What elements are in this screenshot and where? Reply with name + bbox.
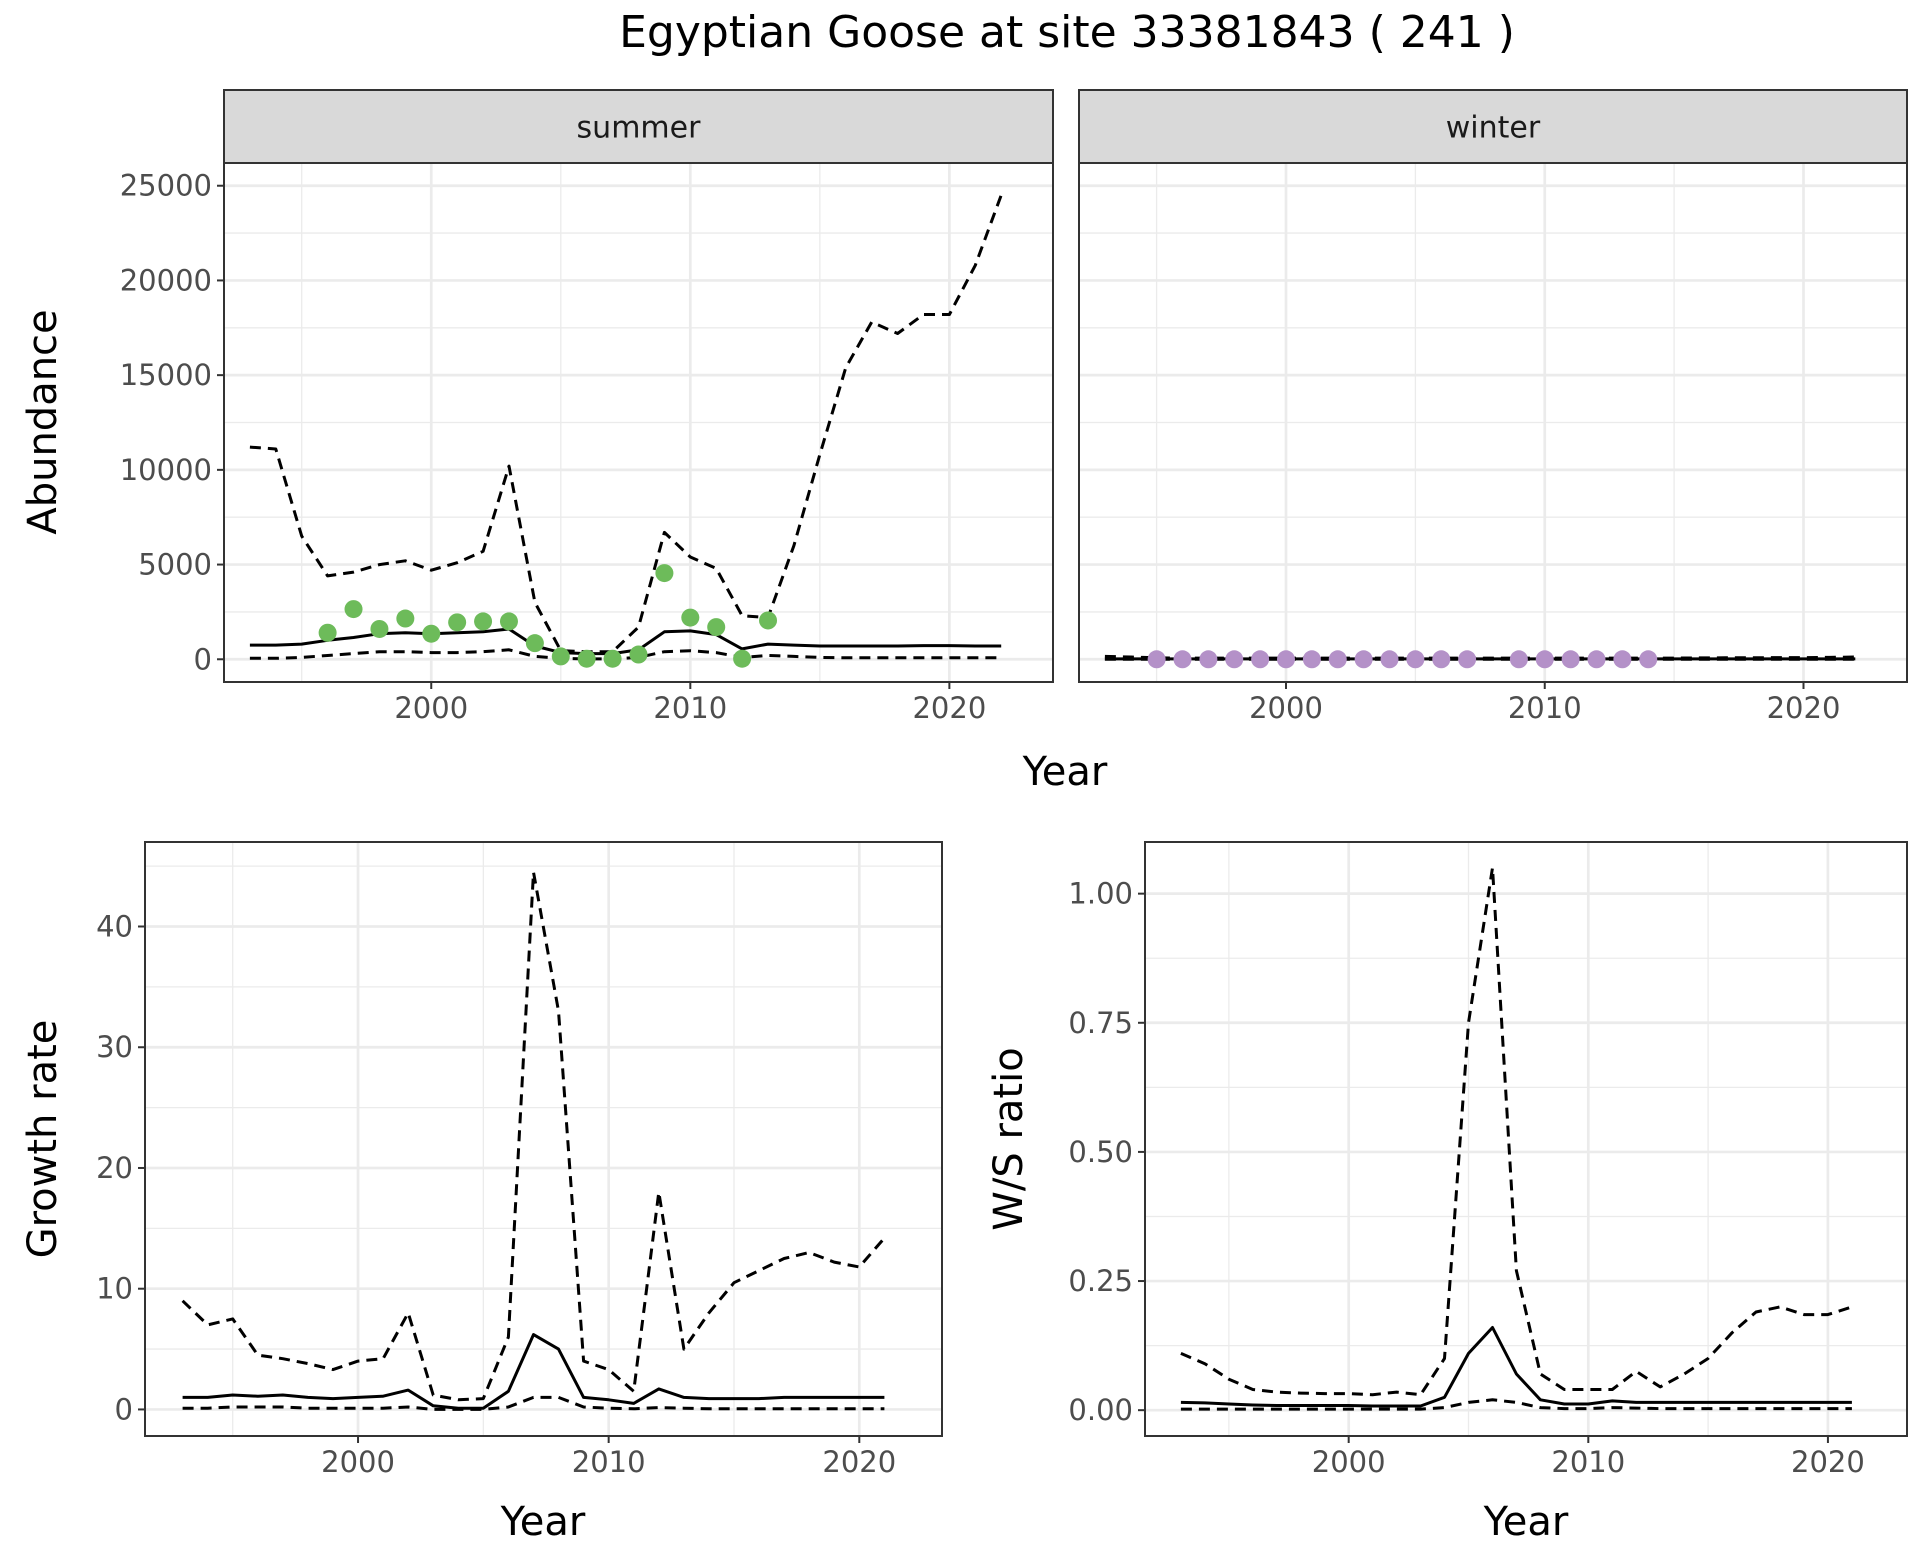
summer-x-tick-label: 2010 bbox=[653, 691, 727, 725]
ratio-y-tick-label: 0.25 bbox=[1068, 1264, 1133, 1298]
winter-observed-point bbox=[1561, 650, 1580, 669]
summer-y-tick-label: 10000 bbox=[120, 453, 212, 487]
winter-observed-point bbox=[1199, 650, 1218, 669]
winter-observed-point bbox=[1225, 650, 1244, 669]
summer-y-tick-label: 20000 bbox=[120, 263, 212, 297]
winter-strip bbox=[1078, 89, 1908, 164]
page-title: Egyptian Goose at site 33381843 ( 241 ) bbox=[619, 7, 1515, 58]
winter-observed-point bbox=[1328, 650, 1347, 669]
winter-observed-point bbox=[1587, 650, 1606, 669]
winter-observed-point bbox=[1613, 650, 1632, 669]
winter-observed-point bbox=[1639, 650, 1658, 669]
summer-x-tick-label: 2020 bbox=[912, 691, 986, 725]
growth-lower-ci-line bbox=[182, 1395, 885, 1411]
growth-y-axis-title: Growth rate bbox=[20, 1020, 66, 1259]
ratio-y-tick-label: 0.00 bbox=[1068, 1393, 1133, 1427]
abundance-x-axis-title: Year bbox=[1022, 749, 1108, 795]
winter-observed-point bbox=[1509, 650, 1528, 669]
ratio-y-tick-label: 0.75 bbox=[1068, 1006, 1133, 1040]
summer-observed-point bbox=[318, 623, 337, 642]
summer-y-tick-label: 0 bbox=[194, 642, 212, 676]
winter-x-tick-label: 2020 bbox=[1767, 691, 1841, 725]
growth-y-tick-label: 10 bbox=[96, 1272, 133, 1306]
winter-observed-point bbox=[1251, 650, 1270, 669]
summer-observed-point bbox=[370, 619, 389, 638]
summer-observed-point bbox=[499, 612, 518, 631]
growth-panel-border bbox=[144, 841, 943, 1437]
summer-observed-point bbox=[681, 608, 700, 627]
growth-x-tick-label: 2020 bbox=[822, 1445, 896, 1479]
ratio-fit-line bbox=[1180, 1326, 1852, 1408]
summer-observed-point bbox=[629, 645, 648, 664]
growth-fit-line bbox=[182, 1333, 885, 1410]
summer-strip bbox=[223, 89, 1054, 164]
winter-observed-point bbox=[1432, 650, 1451, 669]
summer-observed-point bbox=[448, 613, 467, 632]
winter-observed-point bbox=[1380, 650, 1399, 669]
abundance-y-axis-title: Abundance bbox=[20, 309, 66, 534]
ratio-y-tick-label: 0.50 bbox=[1068, 1135, 1133, 1169]
summer-observed-point bbox=[551, 647, 570, 666]
summer-observed-point bbox=[344, 600, 363, 619]
growth-y-tick-label: 20 bbox=[96, 1151, 133, 1185]
summer-observed-point bbox=[759, 611, 778, 630]
growth-x-tick-label: 2010 bbox=[572, 1445, 646, 1479]
winter-observed-point bbox=[1458, 650, 1477, 669]
growth-panel-bg bbox=[145, 842, 942, 1436]
summer-observed-point bbox=[577, 649, 596, 668]
summer-y-tick-label: 5000 bbox=[138, 548, 212, 582]
winter-observed-point bbox=[1302, 650, 1321, 669]
growth-y-tick-label: 40 bbox=[96, 910, 133, 944]
ratio-panel-bg bbox=[1145, 842, 1907, 1436]
ratio-x-tick-label: 2020 bbox=[1791, 1445, 1865, 1479]
growth-x-tick-label: 2000 bbox=[321, 1445, 395, 1479]
ratio-x-tick-label: 2010 bbox=[1551, 1445, 1625, 1479]
summer-observed-point bbox=[525, 634, 544, 653]
summer-observed-point bbox=[422, 624, 441, 643]
ratio-panel-border bbox=[1144, 841, 1908, 1437]
winter-observed-point bbox=[1354, 650, 1373, 669]
winter-x-tick-label: 2000 bbox=[1249, 691, 1323, 725]
ratio-y-tick-label: 1.00 bbox=[1068, 877, 1133, 911]
growth-y-tick-label: 30 bbox=[96, 1030, 133, 1064]
ratio-y-axis-title: W/S ratio bbox=[986, 1047, 1032, 1230]
winter-observed-point bbox=[1277, 650, 1295, 669]
summer-observed-point bbox=[474, 612, 493, 631]
ratio-x-axis-title: Year bbox=[1483, 1499, 1569, 1545]
winter-observed-point bbox=[1535, 650, 1554, 669]
winter-observed-point bbox=[1173, 650, 1192, 669]
winter-observed-point bbox=[1147, 650, 1166, 669]
growth-upper-ci-line bbox=[181, 870, 886, 1402]
growth-x-axis-title: Year bbox=[500, 1499, 586, 1545]
growth-y-tick-label: 0 bbox=[115, 1392, 133, 1426]
summer-x-tick-label: 2000 bbox=[394, 691, 468, 725]
ratio-x-tick-label: 2000 bbox=[1312, 1445, 1386, 1479]
winter-strip-label: winter bbox=[1446, 111, 1541, 146]
winter-observed-point bbox=[1406, 650, 1425, 669]
summer-observed-point bbox=[396, 609, 415, 628]
ratio-lower-ci-line bbox=[1180, 1398, 1852, 1411]
summer-observed-point bbox=[655, 564, 674, 583]
ratio-upper-ci-line bbox=[1180, 866, 1853, 1397]
summer-y-tick-label: 25000 bbox=[120, 169, 212, 203]
summer-observed-point bbox=[603, 649, 622, 668]
summer-y-tick-label: 15000 bbox=[120, 358, 212, 392]
summer-observed-point bbox=[733, 649, 752, 668]
summer-strip-label: summer bbox=[577, 111, 702, 146]
winter-x-tick-label: 2010 bbox=[1508, 691, 1582, 725]
summer-observed-point bbox=[707, 618, 726, 637]
